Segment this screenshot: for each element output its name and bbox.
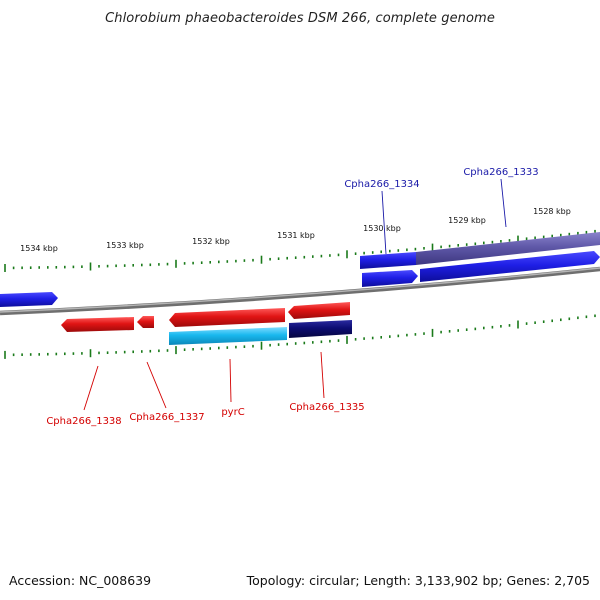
label-cpha266-1333[interactable]: Cpha266_1333 [463,167,538,178]
label-cpha266-1335[interactable]: Cpha266_1335 [289,402,364,413]
scale-labels: 1534 kbp 1533 kbp 1532 kbp 1531 kbp 1530… [20,207,571,253]
tick-label-1532: 1532 kbp [192,237,230,246]
tick-label-1529: 1529 kbp [448,216,486,225]
upper-tick-track [4,229,596,272]
forward-strand-outer [360,232,600,269]
gene-forward-arrow-right[interactable] [420,251,600,282]
tick-label-1531: 1531 kbp [277,231,315,240]
genome-title: Chlorobium phaeobacteroides DSM 266, com… [105,11,495,26]
gene-pyrc-arrow[interactable] [169,308,285,327]
leader-pyrc [229,358,232,403]
label-pyrc[interactable]: pyrC [221,407,244,418]
forward-strand-inner [0,251,600,307]
leader-cpha266-1334 [381,190,387,255]
leader-cpha266-1333 [500,178,507,228]
gene-cpha266-1337-arrow[interactable] [137,316,154,328]
gene-cpha266-1335-arrow[interactable] [288,302,350,319]
tick-label-1533: 1533 kbp [106,241,144,250]
tick-label-1534: 1534 kbp [20,244,58,253]
lower-tick-track [4,314,596,359]
gene-cyan-block[interactable] [169,327,287,345]
label-leaders [83,178,507,411]
accession-text: Accession: NC_008639 [9,573,152,588]
reverse-strand-outer [61,302,350,332]
genome-backbone-highlight [0,267,600,313]
gene-labels: Cpha266_1334 Cpha266_1333 Cpha266_1338 C… [46,167,538,427]
gene-forward-arrow-left[interactable] [0,292,58,307]
topology-text: Topology: circular; Length: 3,133,902 bp… [246,573,590,588]
leader-cpha266-1335 [320,351,325,399]
gene-cpha266-1333-block[interactable] [416,232,600,265]
reverse-strand-inner [169,320,352,345]
tick-label-1530: 1530 kbp [363,224,401,233]
label-cpha266-1338[interactable]: Cpha266_1338 [46,416,121,427]
gene-cpha266-1334-block[interactable] [360,252,416,269]
genome-backbone [0,266,600,316]
gene-navy-block[interactable] [289,320,352,338]
label-cpha266-1337[interactable]: Cpha266_1337 [129,412,204,423]
tick-label-1528: 1528 kbp [533,207,571,216]
gene-forward-arrow-mid[interactable] [362,270,418,287]
label-cpha266-1334[interactable]: Cpha266_1334 [344,179,419,190]
leader-cpha266-1338 [83,365,99,411]
gene-cpha266-1338-arrow[interactable] [61,317,134,332]
leader-cpha266-1337 [146,361,167,409]
